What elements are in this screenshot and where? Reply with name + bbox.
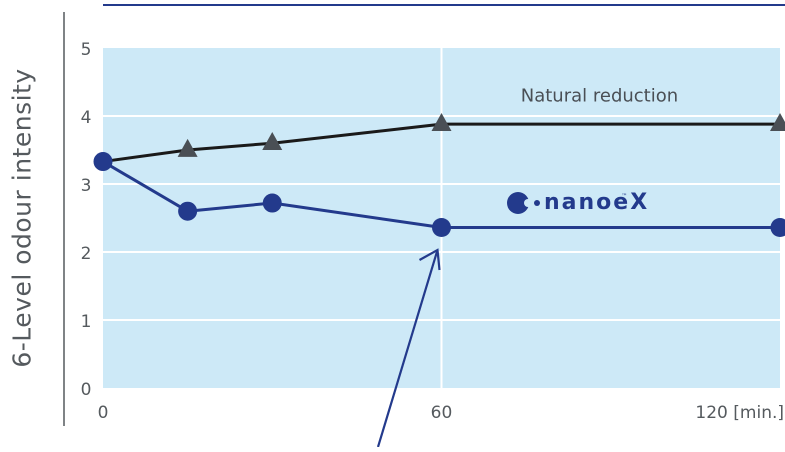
y-tick-label: 3 [81, 176, 92, 196]
x-tick-label: 0 [98, 403, 109, 423]
logo-tm: ™ [621, 186, 627, 208]
y-tick-label: 5 [81, 40, 92, 60]
data-point-circle [432, 218, 451, 237]
x-tick-label: 120 [min.] [695, 403, 784, 423]
data-point-circle [178, 202, 197, 221]
logo-dot-icon [507, 192, 529, 214]
logo-accent: X [630, 190, 649, 215]
y-axis-label-box: 6-Level odour intensity [0, 48, 44, 388]
logo-text: nanoe [544, 190, 630, 215]
logo-small-dot-icon [534, 200, 540, 206]
y-tick-label: 2 [81, 244, 92, 264]
y-tick-label: 1 [81, 312, 92, 332]
y-tick-label: 4 [81, 108, 92, 128]
x-tick-label: 60 [431, 403, 453, 423]
y-tick-label: 0 [81, 380, 92, 400]
series-label: Natural reduction [521, 86, 678, 107]
y-axis-label: 6-Level odour intensity [8, 68, 37, 367]
data-point-circle [263, 194, 282, 213]
data-point-circle [94, 152, 113, 171]
